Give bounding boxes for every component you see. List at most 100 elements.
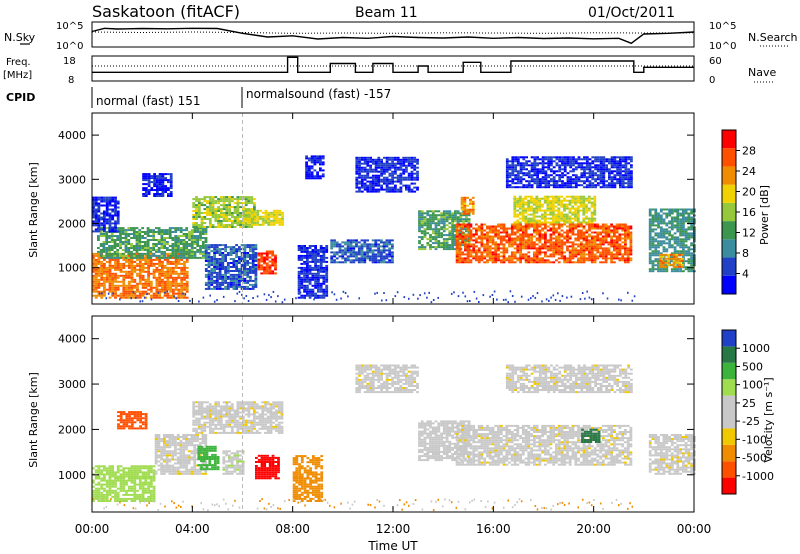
range-cell (549, 241, 553, 244)
range-cell (445, 216, 449, 219)
range-cell (166, 237, 169, 239)
range-cell (469, 245, 473, 248)
range-cell (590, 231, 594, 234)
range-cell (228, 204, 231, 207)
range-cell (174, 227, 178, 230)
range-cell (224, 281, 227, 284)
range-cell (582, 201, 586, 204)
range-cell (177, 250, 180, 253)
range-cell (499, 261, 503, 264)
range-cell (226, 268, 230, 270)
range-cell (251, 260, 255, 262)
range-cell (418, 220, 421, 223)
range-cell (374, 245, 378, 248)
range-cell (196, 241, 200, 243)
range-cell (519, 253, 522, 256)
range-cell (471, 196, 475, 199)
range-cell (511, 158, 515, 161)
range-cell (250, 198, 254, 201)
range-cell (232, 273, 236, 276)
range-cell (391, 160, 394, 163)
range-cell (226, 277, 230, 280)
range-cell (510, 237, 514, 240)
range-cell (177, 282, 181, 285)
range-cell (130, 270, 134, 273)
range-cell (94, 200, 98, 203)
range-cell (119, 227, 122, 230)
range-cell (410, 190, 414, 193)
range-cell (197, 206, 201, 209)
range-cell (116, 294, 120, 297)
range-cell (539, 180, 542, 183)
range-cell (513, 205, 517, 208)
range-cell (463, 212, 467, 215)
range-cell (253, 202, 256, 205)
range-cell (480, 225, 484, 228)
range-cell (100, 222, 104, 225)
range-cell (267, 215, 271, 218)
range-cell (224, 256, 227, 258)
range-cell (502, 229, 506, 232)
range-cell (480, 237, 484, 240)
range-cell (92, 220, 95, 223)
range-cell (463, 208, 467, 211)
range-cell (552, 170, 556, 173)
range-cell (338, 255, 342, 258)
range-cell (585, 245, 589, 248)
range-cell (306, 262, 309, 265)
range-cell (580, 184, 584, 187)
range-cell (557, 235, 561, 238)
range-cell (314, 250, 317, 253)
range-cell (346, 241, 350, 244)
range-cell (396, 190, 400, 193)
range-cell (363, 184, 367, 187)
range-cell (335, 251, 339, 254)
range-cell (166, 282, 170, 285)
range-cell (535, 243, 539, 246)
range-cell (466, 261, 470, 264)
range-cell (188, 249, 191, 251)
range-cell (243, 256, 247, 258)
range-cell (254, 264, 258, 266)
range-cell (196, 229, 200, 232)
range-cell (582, 195, 586, 198)
range-cell (208, 224, 212, 226)
range-cell (546, 225, 550, 228)
range-cell (141, 241, 144, 243)
range-cell (311, 245, 315, 247)
range-cell (214, 196, 218, 199)
range-cell (413, 176, 417, 179)
range-cell (330, 257, 334, 260)
range-cell (533, 245, 536, 248)
range-cell (325, 245, 329, 247)
range-cell (100, 200, 104, 203)
range-cell (246, 260, 250, 262)
range-cell (305, 157, 308, 160)
range-cell (243, 277, 247, 280)
range-cell (437, 232, 441, 235)
range-cell (590, 247, 594, 250)
range-cell (195, 200, 198, 203)
range-cell (458, 229, 462, 232)
range-cell (541, 178, 545, 181)
range-cell (585, 217, 588, 220)
range-cell (274, 258, 277, 261)
range-cell (369, 182, 372, 185)
range-cell (355, 164, 359, 167)
range-cell (335, 261, 339, 264)
range-cell (224, 277, 227, 280)
range-cell (519, 257, 522, 260)
range-cell (167, 181, 170, 184)
range-cell (541, 213, 544, 216)
range-cell (182, 247, 186, 249)
range-cell (385, 158, 389, 161)
range-cell (593, 199, 597, 202)
range-cell (161, 296, 164, 299)
range-cell (552, 178, 556, 181)
range-cell (119, 237, 122, 239)
range-cell (197, 208, 201, 211)
range-cell (383, 170, 386, 173)
range-cell (527, 170, 531, 173)
range-cell (114, 286, 117, 289)
range-cell (574, 219, 577, 222)
